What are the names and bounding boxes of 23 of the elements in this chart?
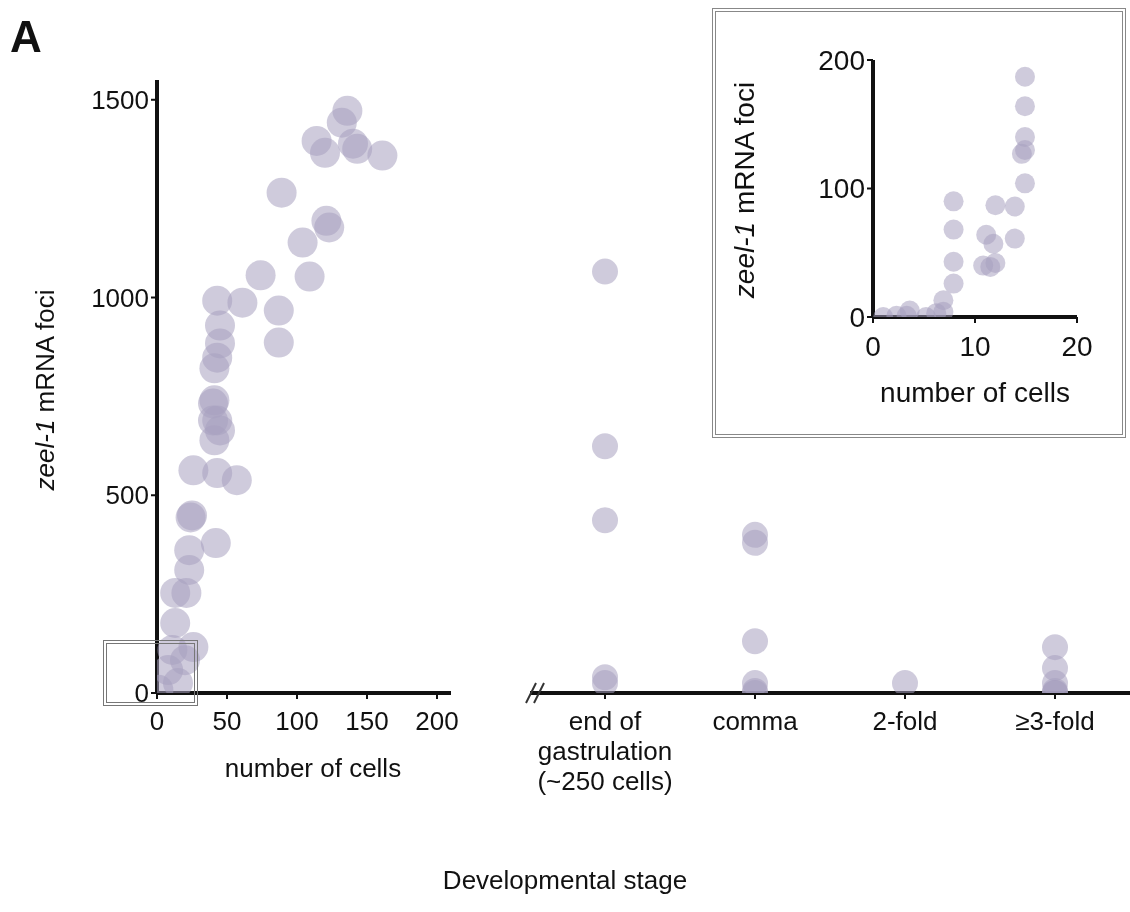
x-axis-title: number of cells [224,752,402,784]
x-tick-label: 50 [212,706,242,737]
y-tick-label: 0 [849,301,865,333]
y-tick-label: 200 [818,44,865,76]
y-tick-label: 1000 [91,282,149,313]
x-tick-label: ≥3-fold [1015,706,1095,737]
x-tick-label: 20 [1061,331,1093,363]
x-tick-label: 10 [959,331,991,363]
x-tick-label: 100 [275,706,319,737]
x-tick-label: 150 [345,706,389,737]
x-tick-label: 2-fold [872,706,938,737]
y-tick-label: 100 [818,173,865,205]
x-tick-label: end of gastrulation (~250 cells) [537,706,673,797]
y-axis-title: zeel-1 mRNA foci [729,81,761,299]
y-tick-label: 0 [134,678,149,709]
y-tick-label: 1500 [91,84,149,115]
y-tick-label: 500 [105,480,149,511]
x-tick-label: comma [712,706,799,737]
x-axis-title: Developmental stage [442,864,688,896]
x-tick-label: 200 [415,706,459,737]
x-axis-title: number of cells [880,377,1070,409]
text: A [10,12,42,62]
y-axis-title: zeel-1 mRNA foci [29,289,61,491]
